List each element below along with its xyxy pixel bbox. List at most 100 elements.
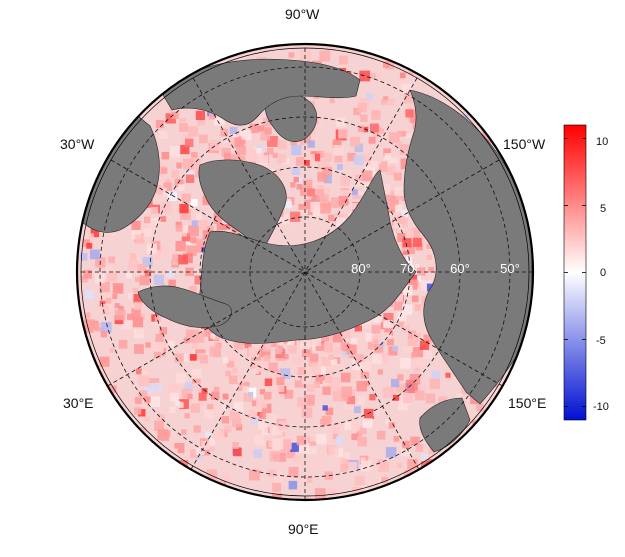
anomaly-cell [388,195,399,207]
anomaly-cell [402,256,412,266]
anomaly-cell [222,474,230,481]
anomaly-cell [284,201,292,209]
anomaly-cell [174,442,185,454]
anomaly-cell [168,279,176,287]
anomaly-cell [286,449,296,459]
anomaly-cell [383,313,394,324]
anomaly-cell [397,400,408,411]
anomaly-cell [373,409,380,416]
lon-label-90e: 90°E [288,521,319,537]
anomaly-cell [340,176,350,186]
anomaly-cell [321,415,332,426]
anomaly-cell [211,391,220,400]
anomaly-cell [215,405,226,416]
anomaly-cell [406,279,418,290]
anomaly-cell [139,426,147,434]
anomaly-cell [248,346,259,358]
anomaly-cell [341,330,351,339]
anomaly-cell [213,386,220,393]
anomaly-cell [296,183,303,190]
anomaly-cell [298,203,305,210]
anomaly-cell [445,100,455,110]
anomaly-cell [236,145,247,156]
anomaly-cell [334,346,343,355]
anomaly-cell [288,52,295,58]
anomaly-cell [409,373,421,385]
anomaly-cell [417,267,426,276]
colorbar-ticks [564,138,586,407]
anomaly-cell [370,160,379,169]
anomaly-cell [291,144,302,156]
anomaly-cell [268,441,275,448]
anomaly-cell [169,107,176,114]
anomaly-cell [280,449,286,456]
anomaly-cell [353,155,364,166]
anomaly-cell [357,103,367,113]
anomaly-cell [137,263,147,273]
anomaly-cell [189,449,199,459]
anomaly-cell [338,195,349,206]
anomaly-cell [407,103,415,110]
anomaly-cell [143,383,155,394]
anomaly-cell [393,394,400,401]
anomaly-cell [310,202,321,212]
anomaly-cell [407,458,418,470]
anomaly-cell [408,383,418,393]
anomaly-cell [324,471,333,480]
anomaly-cell [372,339,379,345]
anomaly-cell [105,297,112,304]
anomaly-cell [356,380,367,392]
anomaly-cell [350,136,361,147]
anomaly-cell [178,254,188,265]
colorbar-svg [563,124,587,421]
anomaly-cell [351,433,358,440]
anomaly-cell [383,148,392,157]
anomaly-cell [258,419,268,430]
anomaly-cell [283,354,289,360]
anomaly-cell [223,137,229,144]
anomaly-cell [331,197,342,208]
anomaly-cell [247,149,258,160]
polar-map: 80° 70° 60° 50° 90°W 30°W 150°W 30°E 150… [60,6,546,537]
anomaly-cell [144,396,151,403]
anomaly-cell [405,228,414,237]
anomaly-cell [232,442,240,449]
anomaly-cell [346,395,356,405]
anomaly-cell [369,394,376,401]
anomaly-cell [395,140,402,147]
anomaly-cell [289,211,301,222]
anomaly-cell [165,113,176,124]
anomaly-cell [165,179,171,185]
anomaly-cell [408,330,416,339]
anomaly-cell [263,355,271,362]
anomaly-cell [161,167,168,174]
anomaly-cell [234,137,245,148]
anomaly-cell [279,390,287,397]
anomaly-cell [404,243,415,254]
anomaly-cell [290,139,297,146]
anomaly-cell [179,399,189,409]
anomaly-cell [350,420,361,431]
anomaly-cell [365,333,375,342]
anomaly-cell [190,198,198,207]
anomaly-cell [271,341,277,348]
anomaly-cell [264,127,272,135]
anomaly-cell [429,378,441,390]
anomaly-cell [108,385,117,394]
anomaly-cell [494,149,503,158]
anomaly-cell [184,138,194,148]
anomaly-cell [350,338,358,345]
anomaly-cell [190,152,198,159]
anomaly-cell [301,407,313,418]
anomaly-cell [153,274,164,285]
anomaly-cell [333,145,345,156]
anomaly-cell [185,174,195,183]
anomaly-cell [402,440,410,449]
anomaly-cell [396,462,403,469]
anomaly-cell [181,230,188,237]
lon-label-90w: 90°W [285,6,320,22]
anomaly-cell [175,224,183,232]
anomaly-cell [261,428,269,435]
anomaly-cell [133,293,143,304]
anomaly-cell [213,429,225,440]
